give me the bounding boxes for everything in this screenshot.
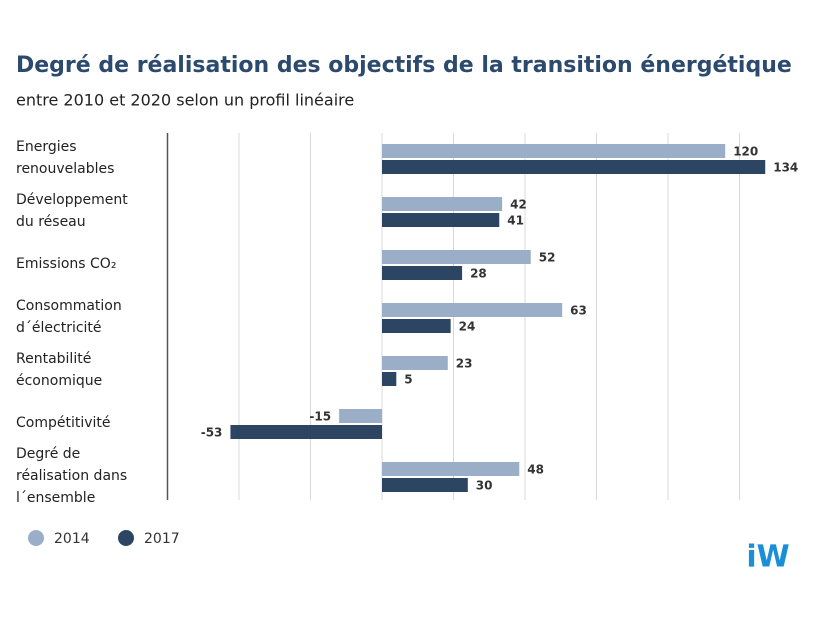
bar [382, 356, 448, 370]
bar [339, 409, 382, 423]
value-label: 24 [459, 320, 476, 334]
category-label: Degré de réalisation dans l´ensemble [16, 446, 128, 506]
category-label: Compétitivité [16, 415, 111, 431]
bar [382, 266, 463, 280]
value-label: 30 [476, 479, 493, 493]
bar [382, 478, 468, 492]
value-label: 120 [733, 145, 758, 159]
bar [230, 425, 382, 439]
value-label: 48 [527, 463, 544, 477]
chart-subtitle: entre 2010 et 2020 selon un profil linéa… [16, 91, 354, 110]
category-label: Rentabilité économique [16, 351, 103, 389]
legend-label: 2014 [54, 531, 90, 547]
bar [382, 213, 500, 227]
chart-title: Degré de réalisation des objectifs de la… [16, 53, 792, 78]
value-label: -53 [201, 426, 223, 440]
value-label: 23 [456, 357, 473, 371]
bar [382, 462, 520, 476]
value-label: 41 [507, 214, 524, 228]
value-label: 52 [539, 251, 556, 265]
bar [382, 319, 451, 333]
value-label: -15 [309, 410, 331, 424]
value-label: 42 [510, 198, 527, 212]
bar [382, 144, 726, 158]
category-label: Consommation d´électricité [16, 298, 122, 336]
legend-marker [28, 530, 44, 546]
bar [382, 303, 563, 317]
category-label: Energies renouvelables [16, 139, 115, 177]
value-label: 28 [470, 267, 487, 281]
logo: iW [746, 540, 789, 575]
value-label: 5 [404, 373, 412, 387]
value-label: 134 [773, 161, 798, 175]
bar [382, 372, 397, 386]
bar [382, 250, 531, 264]
category-label: Emissions CO₂ [16, 256, 117, 272]
legend-label: 2017 [144, 531, 180, 547]
category-label: Développement du réseau [16, 192, 128, 230]
legend-marker [118, 530, 134, 546]
value-label: 63 [570, 304, 587, 318]
bar [382, 160, 766, 174]
bar [382, 197, 503, 211]
